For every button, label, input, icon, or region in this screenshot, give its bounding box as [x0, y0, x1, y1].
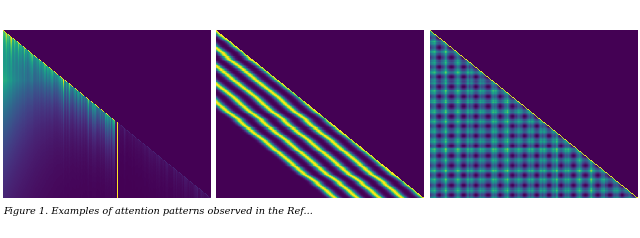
Text: Figure 1. Examples of attention patterns observed in the Ref...: Figure 1. Examples of attention patterns…: [3, 207, 313, 216]
